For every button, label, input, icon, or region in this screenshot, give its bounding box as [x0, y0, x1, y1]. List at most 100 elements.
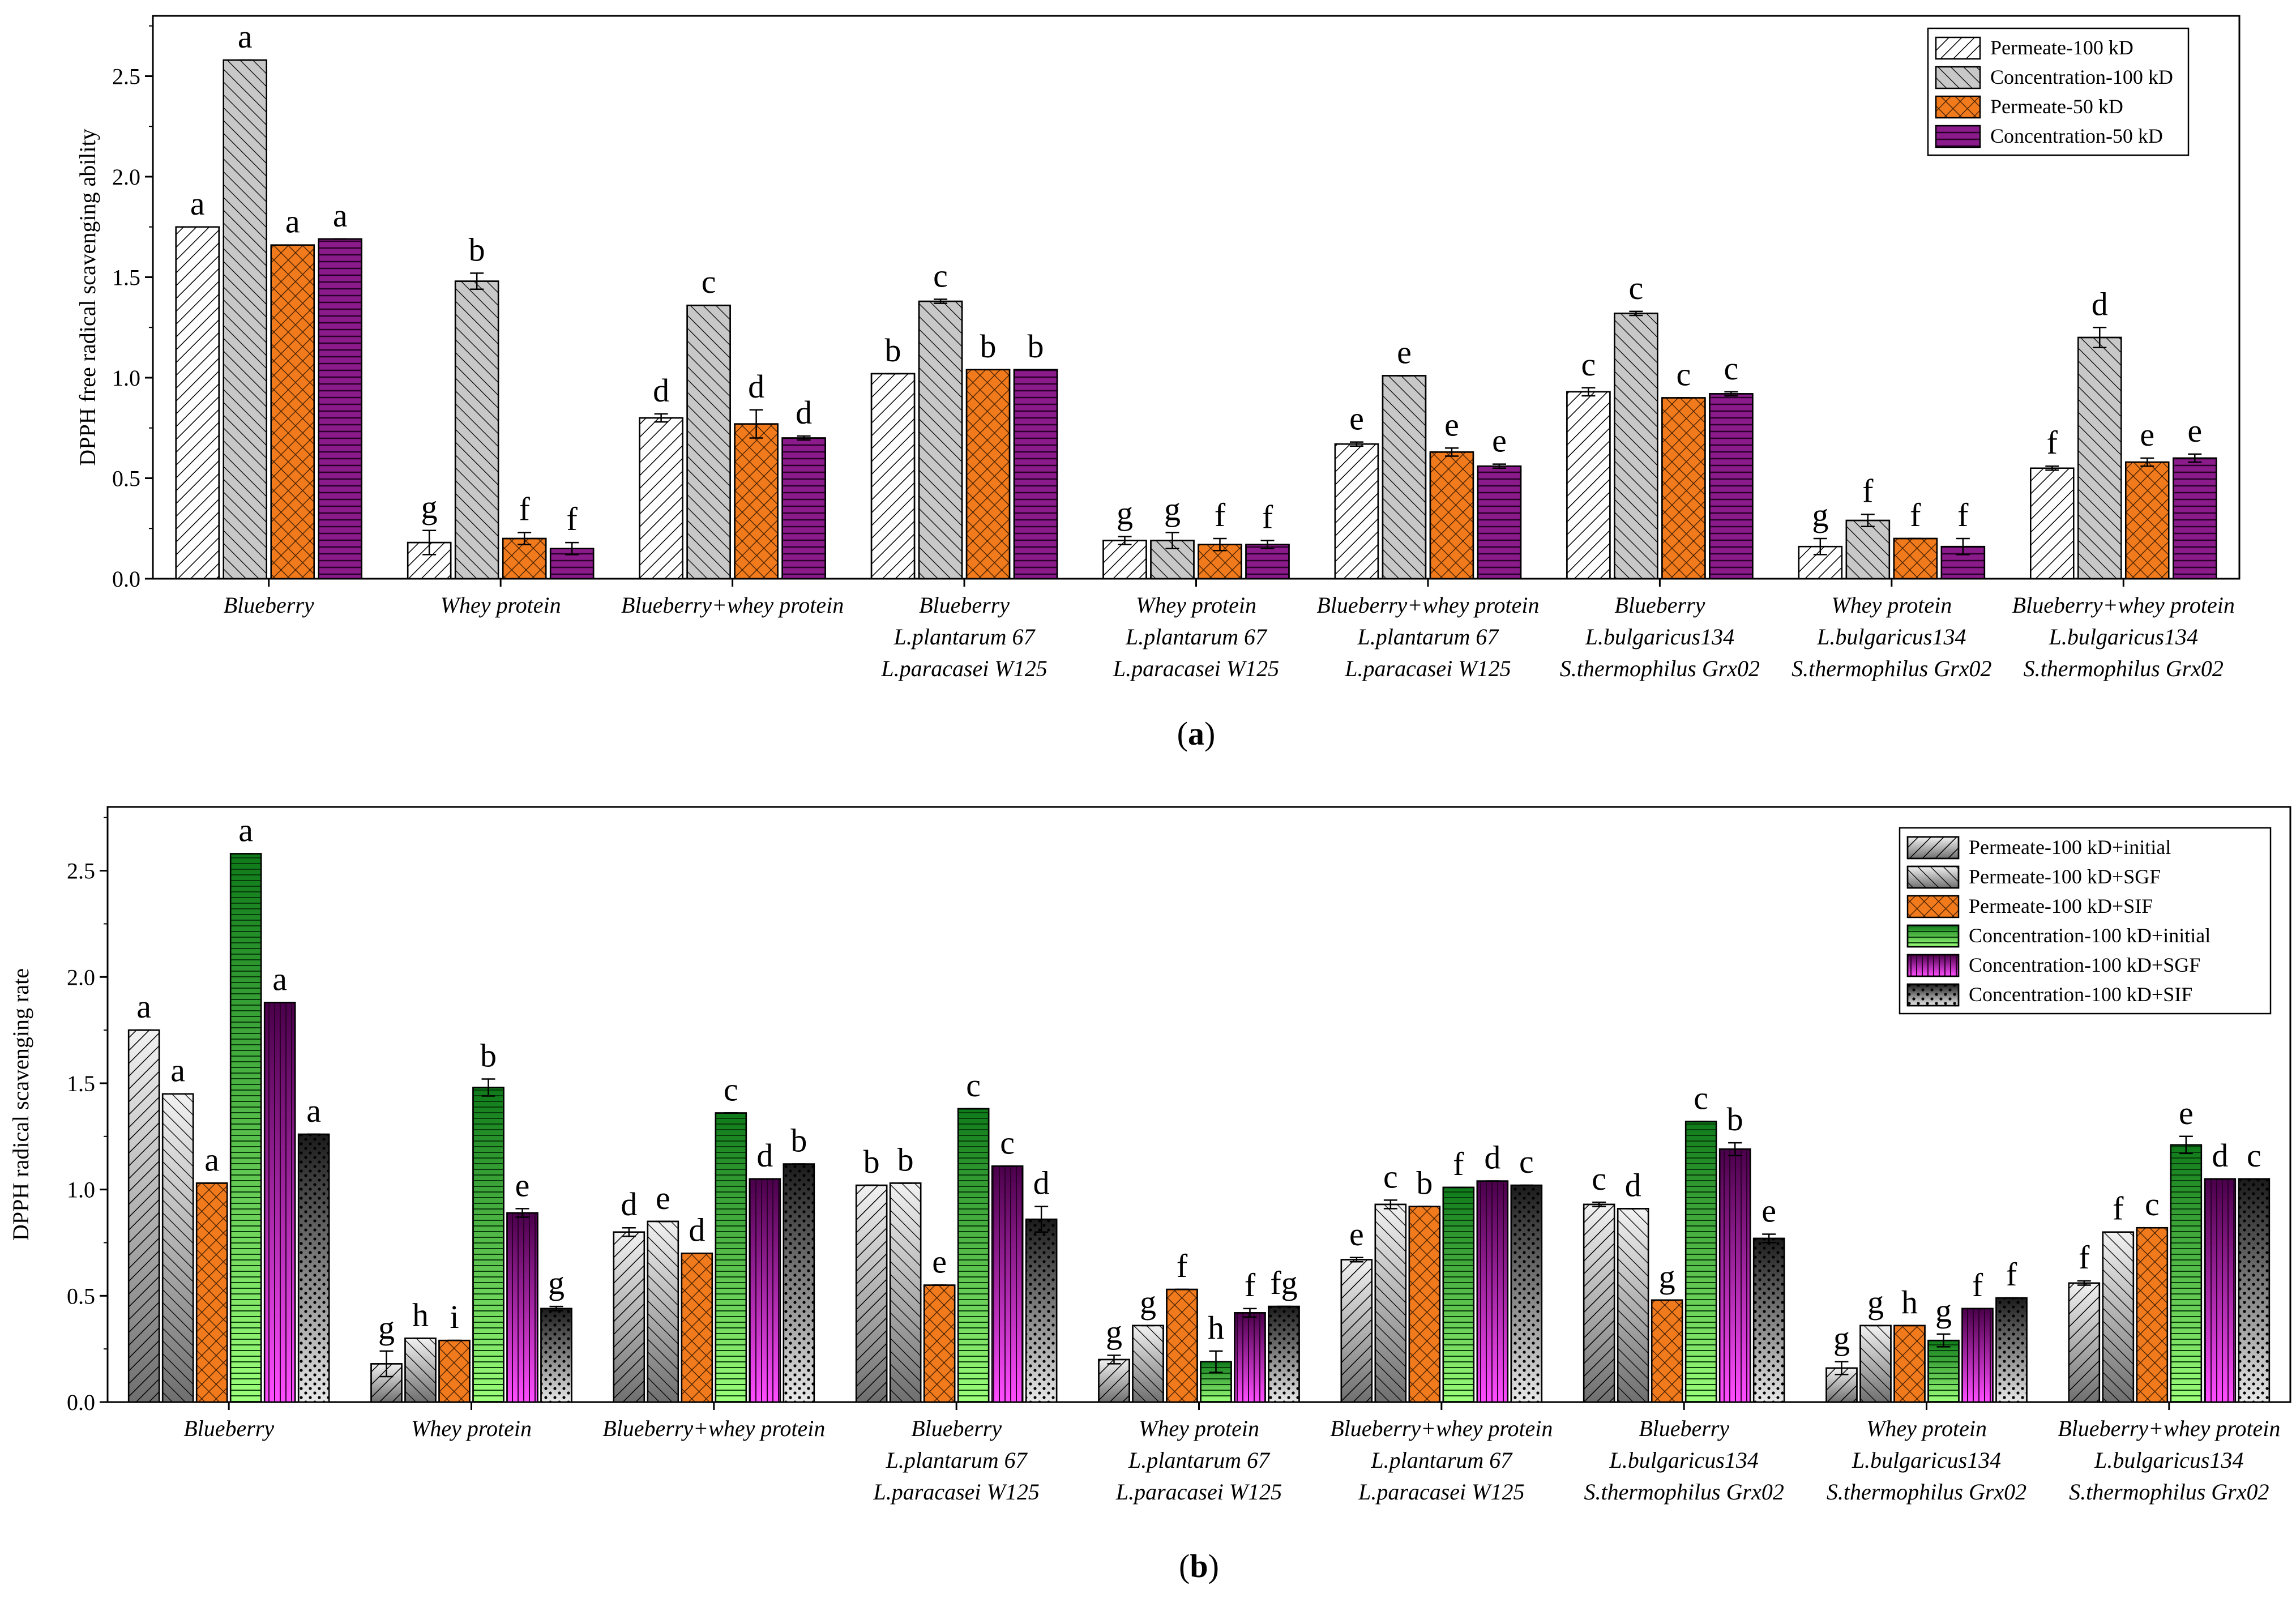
x-category-label: Whey protein [411, 1416, 532, 1441]
significance-letter: a [272, 960, 287, 997]
x-category-label: L.bulgaricus134 [2049, 624, 2198, 650]
significance-letter: e [515, 1167, 530, 1203]
bar [1375, 1204, 1406, 1402]
x-category-label: L.paracasei W125 [1115, 1479, 1282, 1505]
significance-letter: f [2113, 1190, 2124, 1227]
legend-label: Concentration-100 kD+SGF [1969, 954, 2200, 976]
legend-swatch [1906, 865, 1960, 889]
bar [2170, 1144, 2201, 1402]
significance-letter: g [1164, 490, 1181, 527]
y-axis-title: DPPH radical scavenging rate [8, 968, 33, 1241]
bar [195, 1182, 228, 1403]
bar [992, 1166, 1023, 1402]
bar [1860, 1325, 1891, 1402]
significance-letter: b [897, 1141, 914, 1178]
significance-letter: e [2187, 412, 2202, 449]
y-tick-label: 2.0 [112, 164, 140, 190]
significance-letter: i [450, 1298, 459, 1335]
significance-letter: g [1935, 1292, 1952, 1329]
bar [1618, 1208, 1649, 1402]
significance-letter: c [702, 263, 716, 300]
significance-letter: f [2079, 1239, 2090, 1276]
bar [1408, 1206, 1441, 1403]
significance-letter: f [2006, 1256, 2017, 1293]
significance-letter: e [1397, 334, 1412, 370]
bar [639, 417, 683, 580]
legend-swatch [1906, 954, 1960, 977]
bar [1893, 537, 1938, 580]
bar [1511, 1185, 1542, 1402]
significance-letter: h [1901, 1284, 1918, 1321]
significance-letter: c [1383, 1158, 1398, 1195]
x-category-label: Blueberry [919, 592, 1010, 618]
bar [1429, 451, 1474, 580]
y-tick-label: 1.0 [67, 1177, 95, 1203]
bar [1709, 393, 1754, 580]
bar [1443, 1187, 1474, 1402]
significance-letter: a [238, 18, 253, 55]
x-category-label: L.plantarum 67 [1125, 624, 1268, 650]
significance-letter: e [2179, 1095, 2194, 1131]
significance-letter: d [796, 394, 812, 431]
x-category-label: L.plantarum 67 [1357, 624, 1499, 650]
significance-letter: b [480, 1037, 497, 1074]
bar [1614, 313, 1658, 580]
bar [1962, 1308, 1993, 1402]
x-category-label: L.paracasei W125 [1113, 656, 1279, 681]
bar [2077, 336, 2122, 580]
x-category-label: Blueberry [224, 592, 314, 618]
chart-panel-b: 0.0 0.5 1.0 1.5 2.0 2.5 DPPH radical scavengin… [8, 806, 2291, 1584]
bar [2102, 1232, 2133, 1402]
legend-label: Permeate-50 kD [1990, 95, 2123, 118]
x-category-label: L.bulgaricus134 [1609, 1447, 1758, 1473]
bar [2173, 457, 2217, 580]
significance-letter: g [1833, 1320, 1850, 1357]
significance-letter: b [1028, 328, 1044, 365]
significance-letter: a [333, 197, 348, 234]
significance-letter: f [1177, 1247, 1188, 1284]
bar [734, 423, 779, 580]
significance-letter: g [1812, 497, 1828, 533]
bar [1477, 1181, 1508, 1402]
significance-letter: c [1519, 1143, 1534, 1180]
x-category-label: L.plantarum 67 [1128, 1447, 1271, 1473]
significance-letter: d [653, 372, 669, 409]
legend-label: Concentration-100 kD+initial [1969, 924, 2211, 947]
x-category-label: L.plantarum 67 [886, 1447, 1028, 1473]
legend-label: Concentration-100 kD [1990, 66, 2173, 88]
x-category-label: L.paracasei W125 [1358, 1479, 1524, 1505]
significance-letter: b [790, 1122, 807, 1159]
significance-letter: f [2047, 424, 2058, 461]
significance-letter: e [656, 1180, 670, 1216]
significance-letter: d [1484, 1139, 1500, 1176]
y-tick-label: 2.5 [67, 858, 95, 884]
x-category-label: Blueberry [911, 1416, 1002, 1441]
significance-letter: g [378, 1309, 395, 1346]
bar [2204, 1178, 2235, 1402]
significance-letter: d [621, 1186, 637, 1223]
x-category-label: L.bulgaricus134 [1585, 624, 1734, 650]
significance-letter: b [885, 332, 901, 369]
significance-letter: c [1581, 346, 1596, 383]
significance-letter: f [1245, 1267, 1256, 1304]
significance-letter: d [2212, 1137, 2228, 1174]
significance-letter: a [204, 1141, 219, 1178]
bar [1234, 1313, 1265, 1402]
x-category-label: Whey protein [1139, 1416, 1259, 1441]
bar [965, 369, 1011, 580]
significance-letter: b [1416, 1165, 1433, 1202]
significance-letter: f [1862, 472, 1874, 509]
bar [1720, 1149, 1751, 1402]
x-category-label: S.thermophilus Grx02 [1827, 1479, 2026, 1505]
bar [129, 1030, 160, 1402]
legend-swatch [1906, 836, 1960, 860]
bar [223, 59, 267, 580]
bar [2136, 1227, 2169, 1403]
y-tick-label: 2.5 [112, 64, 140, 89]
bar [890, 1183, 921, 1402]
bar [2238, 1178, 2269, 1402]
y-axis-title: DPPH free radical scavenging ability [75, 129, 100, 465]
x-category-label: Whey protein [1136, 592, 1256, 618]
significance-letter: g [1659, 1258, 1675, 1295]
significance-letter: g [548, 1264, 565, 1301]
